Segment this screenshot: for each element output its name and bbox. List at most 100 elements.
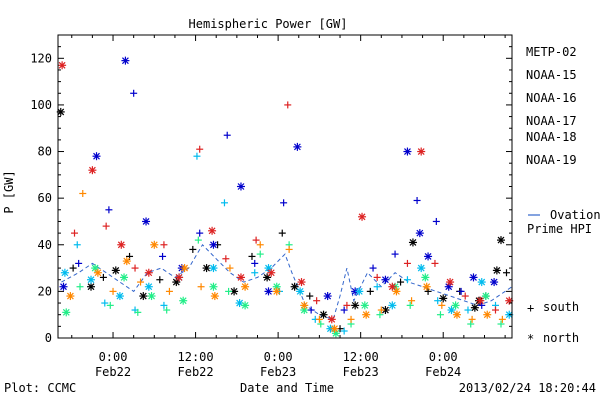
data-point-north <box>496 236 505 245</box>
x-tick-time: 0:00 <box>99 350 128 364</box>
data-point-south <box>105 206 113 214</box>
x-tick-date: Feb23 <box>260 365 296 379</box>
data-point-north <box>476 296 485 305</box>
data-point-north <box>121 56 130 65</box>
data-point-south <box>160 241 168 249</box>
data-point-south <box>251 269 259 277</box>
data-point-south <box>403 259 411 267</box>
data-point-south <box>467 320 475 328</box>
plot-frame <box>57 34 513 339</box>
data-point-north <box>358 212 367 221</box>
data-point-south <box>397 278 405 286</box>
data-point-south <box>101 299 109 307</box>
data-point-north <box>439 294 448 303</box>
ovation-legend-label-2: Prime HPI <box>527 222 592 236</box>
data-point-north <box>144 282 153 291</box>
data-point-north <box>319 310 328 319</box>
north-symbol: * <box>527 332 534 346</box>
data-point-south <box>502 269 510 277</box>
data-point-south <box>315 315 323 323</box>
data-point-south <box>424 287 432 295</box>
data-point-north <box>60 268 69 277</box>
data-point-north <box>241 301 250 310</box>
x-tick-date: Feb22 <box>178 365 214 379</box>
data-point-south <box>256 241 264 249</box>
legend-entry-noaa16: NOAA-16 <box>526 91 577 105</box>
data-point-south <box>340 306 348 314</box>
data-point-north <box>172 278 181 287</box>
data-point-south <box>408 297 416 305</box>
data-point-south <box>222 255 230 263</box>
data-point-north <box>208 226 217 235</box>
ovation-legend-label-1: Ovation <box>550 208 600 222</box>
data-point-south <box>131 264 139 272</box>
data-point-north <box>483 310 492 319</box>
data-point-north <box>264 287 273 296</box>
data-point-south <box>413 196 421 204</box>
data-point-south <box>226 264 234 272</box>
data-point-north <box>403 147 412 156</box>
data-point-south <box>189 245 197 253</box>
data-point-south <box>431 259 439 267</box>
data-point-north <box>144 268 153 277</box>
data-point-south <box>307 306 315 314</box>
data-point-north <box>202 264 211 273</box>
data-point-south <box>76 283 84 291</box>
data-point-south <box>468 315 476 323</box>
data-point-north <box>267 268 276 277</box>
data-point-north <box>150 240 159 249</box>
data-point-south <box>193 152 201 160</box>
data-point-south <box>369 264 377 272</box>
data-point-north <box>451 301 460 310</box>
data-point-south <box>130 89 138 97</box>
x-tick-time: 0:00 <box>429 350 458 364</box>
data-point-north <box>388 282 397 291</box>
data-point-north <box>323 292 332 301</box>
y-tick-label: 100 <box>30 98 52 112</box>
south-label: south <box>543 300 579 314</box>
data-point-south <box>432 217 440 225</box>
data-point-south <box>79 189 87 197</box>
data-point-south <box>461 292 469 300</box>
data-point-south <box>163 306 171 314</box>
data-point-north <box>293 142 302 151</box>
data-point-north <box>421 273 430 282</box>
data-point-north <box>422 282 431 291</box>
data-point-north <box>111 266 120 275</box>
y-tick-label: 80 <box>38 145 52 159</box>
data-point-south <box>225 287 233 295</box>
data-point-north <box>330 324 339 333</box>
data-point-south <box>278 229 286 237</box>
x-tick-date: Feb23 <box>343 365 379 379</box>
data-point-north <box>117 240 126 249</box>
y-tick-label: 120 <box>30 51 52 65</box>
data-point-south <box>343 301 351 309</box>
data-point-north <box>327 315 336 324</box>
data-point-north <box>355 287 364 296</box>
data-point-south <box>376 311 384 319</box>
footer-timestamp: 2013/02/24 18:20:44 <box>459 381 596 395</box>
data-point-north <box>92 152 101 161</box>
data-point-south <box>165 287 173 295</box>
data-point-south <box>196 145 204 153</box>
data-point-north <box>290 282 299 291</box>
data-point-south <box>223 131 231 139</box>
data-point-north <box>209 240 218 249</box>
data-point-north <box>381 275 390 284</box>
data-point-south <box>109 287 117 295</box>
data-point-south <box>306 292 314 300</box>
data-point-north <box>362 310 371 319</box>
footer-plot-credit: Plot: CCMC <box>4 381 76 395</box>
data-point-south <box>137 278 145 286</box>
data-point-north <box>120 273 129 282</box>
data-point-south <box>491 306 499 314</box>
data-point-south <box>194 236 202 244</box>
data-point-south <box>197 283 205 291</box>
data-point-north <box>87 275 96 284</box>
data-point-north <box>66 292 75 301</box>
y-tick-label: 60 <box>38 191 52 205</box>
chart-title: Hemispheric Power [GW] <box>189 17 348 31</box>
data-point-south <box>436 311 444 319</box>
data-point-south <box>280 199 288 207</box>
y-tick-label: 40 <box>38 238 52 252</box>
